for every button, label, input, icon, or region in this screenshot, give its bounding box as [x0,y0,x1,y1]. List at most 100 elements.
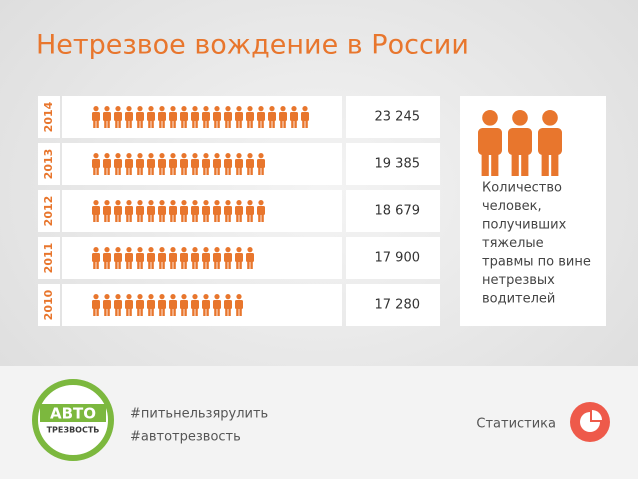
person-body [180,300,188,309]
person-leg [107,119,110,128]
person-icon [213,153,221,175]
person-leg [151,307,154,316]
person-leg [118,119,121,128]
person-body [114,159,122,168]
person-body [136,300,144,309]
person-icon [103,153,111,175]
person-leg [151,166,154,175]
person-head [170,153,176,159]
person-leg [148,307,151,316]
person-leg [195,260,198,269]
person-icon [191,200,199,222]
person-leg [203,260,206,269]
person-leg [228,260,231,269]
person-head [137,247,143,253]
person-body [136,159,144,168]
person-body [158,159,166,168]
pictogram-row [92,294,243,316]
person-leg [107,213,110,222]
person-leg [170,307,173,316]
person-leg [236,260,239,269]
hashtag: #питьнельзярулить [130,407,268,422]
person-body [136,112,144,121]
person-body [169,206,177,215]
person-body [191,112,199,121]
person-leg [305,119,308,128]
person-leg [239,119,242,128]
person-body [92,253,100,262]
person-body [257,159,265,168]
logo-band [40,404,106,422]
person-body [202,159,210,168]
person-leg [192,260,195,269]
note-line: тяжелые [482,236,544,251]
person-head [93,247,99,253]
person-icon [158,106,166,128]
person-icon [202,153,210,175]
person-leg [96,119,99,128]
person-leg [250,213,253,222]
person-body [169,159,177,168]
person-leg [225,166,228,175]
value-label: 18 679 [375,204,421,219]
person-body [235,253,243,262]
person-body [92,300,100,309]
person-leg [184,166,187,175]
person-icon [213,200,221,222]
person-body [147,206,155,215]
person-leg [261,166,264,175]
person-leg [481,149,489,176]
section-label: Статистика [476,417,556,432]
person-body [114,253,122,262]
person-leg [217,119,220,128]
person-head [170,200,176,206]
person-leg [294,119,297,128]
person-leg [148,260,151,269]
person-leg [203,166,206,175]
person-body [158,112,166,121]
person-head [93,106,99,112]
person-leg [129,166,132,175]
person-leg [239,260,242,269]
person-body [114,112,122,121]
value-box [346,237,440,279]
person-icon [103,106,111,128]
person-icon [147,200,155,222]
person-leg [206,213,209,222]
person-leg [115,213,118,222]
person-leg [151,260,154,269]
person-icon [224,294,232,316]
person-leg [214,260,217,269]
value-box [346,96,440,138]
person-leg [104,213,107,222]
person-leg [126,307,129,316]
person-head [225,106,231,112]
person-head [203,294,209,300]
year-box [38,284,60,326]
person-head [203,247,209,253]
person-leg [236,307,239,316]
person-body [147,112,155,121]
person-icon [92,153,100,175]
person-body [213,159,221,168]
person-body [125,159,133,168]
person-body [213,112,221,121]
person-head [236,294,242,300]
person-head [214,294,220,300]
person-leg [173,119,176,128]
person-head [104,153,110,159]
person-icon [180,294,188,316]
person-icon [279,106,287,128]
person-body [538,128,562,155]
person-icon [103,294,111,316]
person-leg [159,166,162,175]
person-body [213,253,221,262]
person-icon [147,106,155,128]
person-leg [206,119,209,128]
person-leg [181,307,184,316]
person-body [103,300,111,309]
person-leg [181,213,184,222]
person-leg [184,307,187,316]
person-leg [206,307,209,316]
pictogram-row [92,247,254,269]
